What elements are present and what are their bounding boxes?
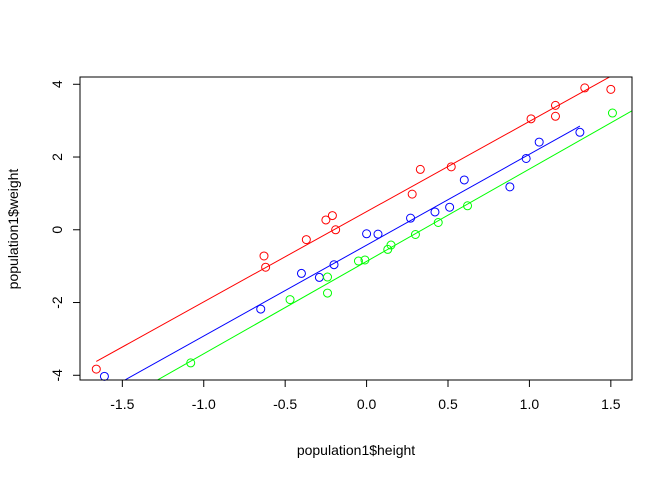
series-2: [99, 125, 585, 381]
data-point: [445, 202, 455, 212]
regression-line: [96, 77, 611, 362]
x-tick-label: 1.0: [520, 396, 540, 412]
data-point: [99, 371, 109, 381]
x-tick-label: 1.5: [601, 396, 621, 412]
y-tick-label: -2: [49, 296, 65, 309]
data-point: [285, 295, 295, 305]
data-point: [296, 268, 306, 278]
data-point: [433, 217, 443, 227]
y-tick-label: 0: [49, 226, 65, 234]
x-tick-label: 0.5: [438, 396, 458, 412]
data-point: [386, 240, 396, 250]
data-point: [430, 207, 440, 217]
data-point: [406, 213, 416, 223]
data-point: [580, 83, 590, 93]
regression-line: [156, 110, 632, 380]
data-point: [261, 262, 271, 272]
data-point: [323, 288, 333, 298]
axes-layer: -1.5 -1.0 -0.5 0.0 0.5 1.0 1.5 -4 -2 0 2 4: [49, 80, 621, 412]
data-point: [314, 272, 324, 282]
data-point: [550, 111, 560, 121]
data-point: [301, 235, 311, 245]
data-point: [415, 164, 425, 174]
y-tick-label: -4: [49, 369, 65, 382]
data-point: [186, 358, 196, 368]
data-point: [329, 260, 339, 270]
y-tick-label: 2: [49, 153, 65, 161]
y-tick-label: 4: [49, 80, 65, 88]
data-point: [526, 114, 536, 124]
data-point: [373, 229, 383, 239]
data-point: [323, 272, 333, 282]
data-point: [521, 153, 531, 163]
data-point: [259, 251, 269, 261]
data-point: [410, 230, 420, 240]
data-point: [321, 215, 331, 225]
data-point: [606, 84, 616, 94]
data-point: [360, 255, 370, 265]
data-point: [463, 201, 473, 211]
data-point: [459, 175, 469, 185]
data-point: [575, 127, 585, 137]
data-point: [91, 364, 101, 374]
data-point: [446, 162, 456, 172]
series-layer: [91, 77, 632, 381]
data-point: [353, 256, 363, 266]
plot-frame: [79, 76, 633, 381]
data-point: [505, 182, 515, 192]
data-point: [256, 304, 266, 314]
series-3: [156, 108, 632, 380]
data-point: [534, 137, 544, 147]
data-point: [550, 100, 560, 110]
data-point: [327, 211, 337, 221]
data-point: [362, 229, 372, 239]
x-tick-label: -1.0: [192, 396, 216, 412]
y-axis-title: population1$weight: [5, 169, 21, 290]
x-axis-title: population1$height: [297, 442, 415, 458]
x-tick-label: -0.5: [273, 396, 297, 412]
series-1: [91, 77, 616, 374]
data-point: [331, 225, 341, 235]
x-tick-label: 0.0: [357, 396, 377, 412]
data-point: [607, 108, 617, 118]
data-point: [407, 189, 417, 199]
x-tick-label: -1.5: [110, 396, 134, 412]
regression-line: [123, 125, 581, 380]
